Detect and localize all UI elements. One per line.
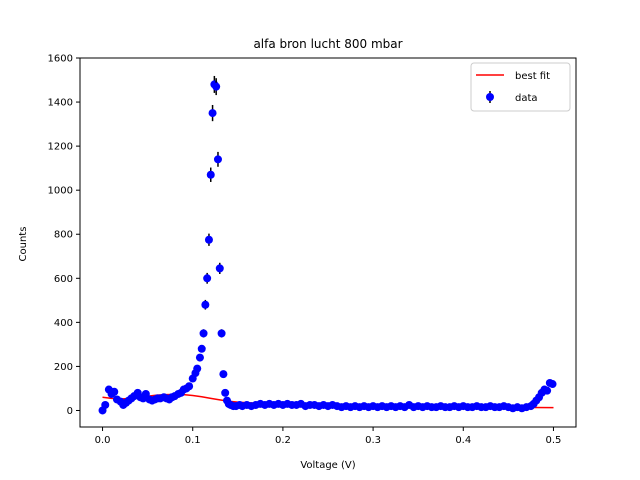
axes: 0.0 0.1 0.2 0.3 0.4 0.5 0 200 400 600 800 1000 1200 1… — [48, 54, 577, 446]
data-point — [110, 387, 119, 396]
data-point — [213, 155, 222, 164]
axes-frame — [79, 57, 577, 428]
legend: best fit data — [470, 62, 571, 112]
data-point — [199, 329, 208, 338]
y-tick-label: 1200 — [48, 142, 73, 153]
data-point — [212, 82, 221, 91]
data-point — [195, 353, 204, 362]
x-tick-label: 0.0 — [95, 435, 111, 446]
x-tick-label: 0.4 — [455, 435, 471, 446]
data-point — [204, 235, 213, 244]
chart-title: alfa bron lucht 800 mbar — [253, 37, 402, 51]
data-point — [217, 329, 226, 338]
y-tick-label: 1400 — [48, 98, 73, 109]
data-point — [197, 344, 206, 353]
legend-data-label: data — [515, 93, 538, 104]
data-point — [221, 388, 230, 397]
y-tick-label: 1000 — [48, 186, 73, 197]
y-tick-label: 0 — [67, 406, 73, 417]
data-point — [215, 264, 224, 273]
data-point — [548, 380, 557, 389]
data-point — [193, 364, 202, 373]
x-tick-label: 0.5 — [546, 435, 562, 446]
x-tick-label: 0.2 — [275, 435, 291, 446]
data-point — [201, 300, 210, 309]
data-point — [185, 382, 194, 391]
data-point — [101, 400, 110, 409]
y-tick-label: 600 — [54, 274, 73, 285]
plot-inner — [98, 75, 557, 415]
data-point — [208, 109, 217, 118]
data-point — [219, 370, 228, 379]
y-tick-label: 200 — [54, 362, 73, 373]
data-point — [206, 170, 215, 179]
x-axis-label: Voltage (V) — [300, 460, 355, 471]
y-tick-label: 800 — [54, 230, 73, 241]
y-tick-label: 400 — [54, 318, 73, 329]
legend-data-marker — [486, 93, 494, 101]
legend-fit-label: best fit — [515, 71, 550, 82]
x-tick-label: 0.1 — [185, 435, 201, 446]
data-point — [543, 386, 552, 395]
y-tick-label: 1600 — [48, 54, 73, 65]
data-point — [203, 274, 212, 283]
y-axis-label: Counts — [18, 227, 29, 262]
plot-area — [98, 75, 557, 415]
x-tick-label: 0.3 — [365, 435, 381, 446]
